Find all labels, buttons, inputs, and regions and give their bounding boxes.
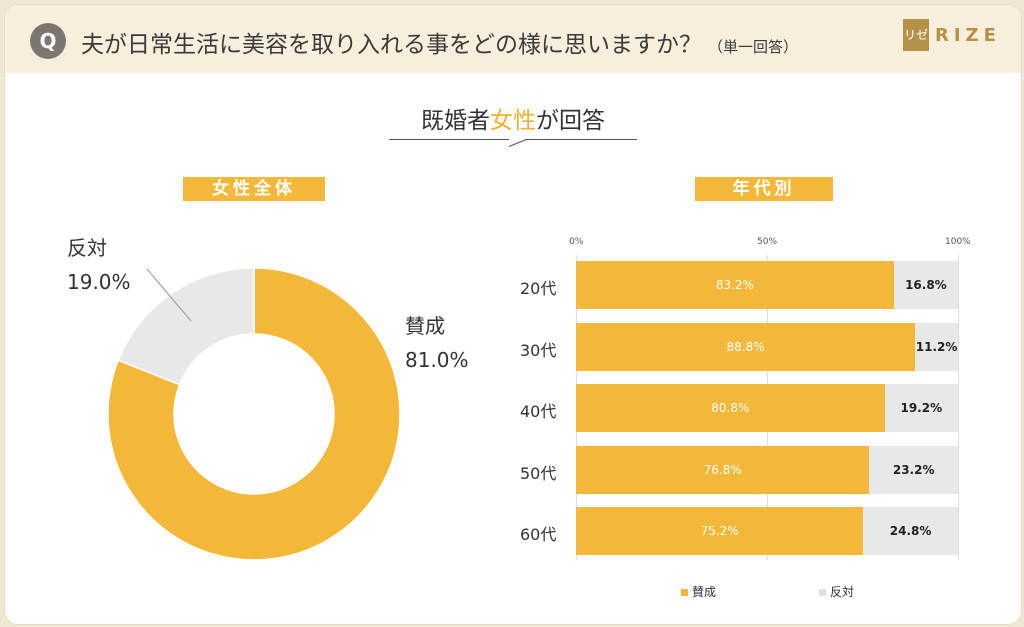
approve-name: 賛成 [405,314,445,338]
tick-100: 100% [945,237,971,247]
bar-approve-30代: 88.8% [576,322,916,371]
subtitle-underline-left [389,139,509,140]
oppose-leader-line [146,268,192,322]
legend-approve: 賛成 [681,583,716,600]
row-label: 60代 [520,525,557,544]
row-label: 40代 [520,402,557,421]
q-badge: Q [30,23,66,59]
question-text: 夫が日常生活に美容を取り入れる事をどの様に思いますか？ [81,32,702,58]
oppose-label: 反対 19.0% [67,231,131,299]
bar-oppose-20代: 16.8% [893,261,958,309]
bar-oppose-50代: 23.2% [869,445,958,494]
approve-value: 81.0% [405,348,469,372]
subtitle: 既婚者女性が回答 [5,101,1021,135]
subtitle-post: が回答 [536,108,605,134]
subtitle-pre: 既婚者 [421,108,490,134]
legend-oppose-label: 反対 [830,585,855,599]
legend-swatch-oppose [819,589,826,596]
oppose-name: 反対 [67,236,107,260]
bar-oppose-40代: 19.2% [884,384,958,432]
bar-approve-40代: 80.8% [576,384,885,432]
legend-swatch-approve [681,589,688,596]
infographic-card: Q 夫が日常生活に美容を取り入れる事をどの様に思いますか？ （単一回答） リゼ RI… [4,4,1022,625]
approve-label: 賛成 81.0% [405,309,469,377]
donut-slice-oppose [117,267,255,386]
bar-approve-60代: 75.2% [576,507,864,555]
legend-oppose: 反対 [819,583,854,600]
tick-50: 50% [757,237,778,247]
rize-logo: リゼ RIZE [903,19,1001,51]
gridline [958,255,959,560]
row-label: 50代 [520,463,557,483]
oppose-value: 19.0% [67,270,131,294]
header: Q 夫が日常生活に美容を取り入れる事をどの様に思いますか？ （単一回答） リゼ RI… [5,5,1021,73]
answer-note: （単一回答） [708,38,799,56]
donut-slice-approve [107,267,401,561]
bar-approve-20代: 83.2% [576,261,894,309]
bar-title: 年代別 [695,177,833,201]
subtitle-underline-right [525,139,637,140]
bar-oppose-60代: 24.8% [863,507,958,555]
pie-title: 女性全体 [183,177,325,201]
question-title: 夫が日常生活に美容を取り入れる事をどの様に思いますか？ （単一回答） [81,25,798,59]
bar-approve-50代: 76.8% [576,445,870,494]
row-label: 20代 [520,279,557,298]
subtitle-highlight: 女性 [490,108,536,134]
row-label: 30代 [520,340,557,360]
legend-approve-label: 賛成 [692,585,717,599]
logo-text: RIZE [935,24,1001,46]
tick-0: 0% [569,237,584,247]
bar-oppose-30代: 11.2% [915,322,958,371]
logo-mark: リゼ [903,19,929,51]
donut-chart [107,267,401,561]
